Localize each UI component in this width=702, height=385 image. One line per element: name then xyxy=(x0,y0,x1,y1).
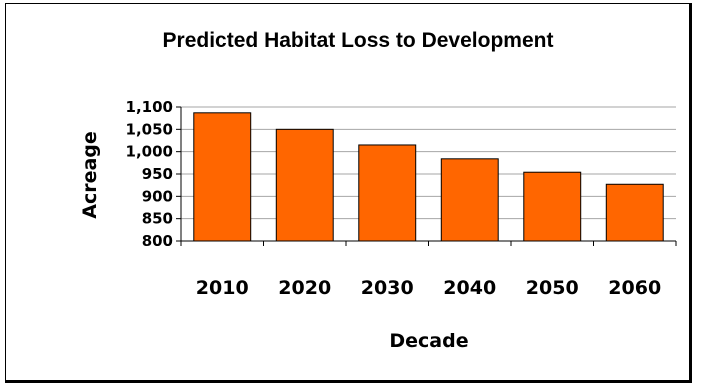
y-tick-label: 800 xyxy=(142,232,173,250)
y-tick-label: 950 xyxy=(142,165,173,183)
x-tick-label: 2020 xyxy=(278,277,331,299)
x-tick-label: 2030 xyxy=(361,277,414,299)
y-tick-label: 900 xyxy=(142,187,173,205)
y-axis-ticks: 800 850 900 950 1,000 1,050 1,100 xyxy=(126,98,181,250)
bar-2020 xyxy=(275,128,334,242)
x-tick-label: 2060 xyxy=(608,277,661,299)
bar-2010 xyxy=(193,112,252,242)
x-axis-ticks: 2010 2020 2030 2040 2050 2060 xyxy=(180,241,677,299)
bar-2060 xyxy=(605,183,664,242)
y-tick-label: 1,100 xyxy=(126,98,173,116)
y-tick-label: 1,050 xyxy=(126,120,173,138)
bar-2050 xyxy=(523,171,582,242)
x-tick-label: 2040 xyxy=(443,277,496,299)
y-tick-label: 850 xyxy=(142,210,173,228)
chart-title: Predicted Habitat Loss to Development xyxy=(163,29,554,52)
y-tick-label: 1,000 xyxy=(126,143,173,161)
bars xyxy=(193,112,664,242)
x-tick-label: 2010 xyxy=(196,277,249,299)
y-axis-title: Acreage xyxy=(79,131,101,219)
x-axis-title: Decade xyxy=(389,330,468,352)
gridlines xyxy=(181,106,676,220)
bar-2040 xyxy=(440,158,499,242)
x-tick-label: 2050 xyxy=(526,277,579,299)
bar-2030 xyxy=(358,144,417,242)
